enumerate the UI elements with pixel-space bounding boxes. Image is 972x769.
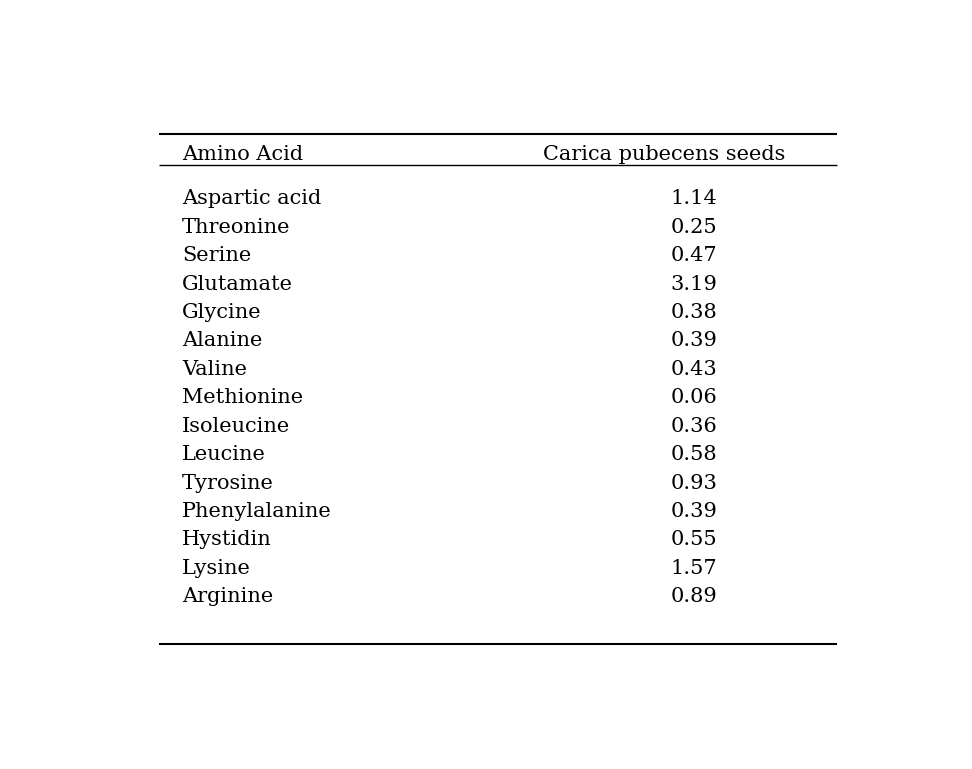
Text: Methionine: Methionine — [182, 388, 303, 408]
Text: Glycine: Glycine — [182, 303, 261, 322]
Text: Amino Acid: Amino Acid — [182, 145, 303, 164]
Text: 0.38: 0.38 — [671, 303, 717, 322]
Text: Hystidin: Hystidin — [182, 531, 271, 549]
Text: Leucine: Leucine — [182, 445, 265, 464]
Text: 0.47: 0.47 — [671, 246, 717, 265]
Text: 0.58: 0.58 — [671, 445, 717, 464]
Text: Phenylalanine: Phenylalanine — [182, 502, 331, 521]
Text: Arginine: Arginine — [182, 588, 273, 606]
Text: 0.89: 0.89 — [671, 588, 717, 606]
Text: 0.55: 0.55 — [671, 531, 717, 549]
Text: 0.36: 0.36 — [671, 417, 717, 436]
Text: Alanine: Alanine — [182, 331, 262, 351]
Text: 0.39: 0.39 — [671, 331, 717, 351]
Text: 0.93: 0.93 — [671, 474, 717, 493]
Text: 1.57: 1.57 — [671, 559, 717, 578]
Text: 0.06: 0.06 — [671, 388, 717, 408]
Text: 3.19: 3.19 — [671, 275, 717, 294]
Text: 0.25: 0.25 — [671, 218, 717, 237]
Text: Isoleucine: Isoleucine — [182, 417, 290, 436]
Text: Serine: Serine — [182, 246, 251, 265]
Text: 0.39: 0.39 — [671, 502, 717, 521]
Text: 1.14: 1.14 — [671, 189, 717, 208]
Text: Valine: Valine — [182, 360, 247, 379]
Text: Aspartic acid: Aspartic acid — [182, 189, 321, 208]
Text: Carica pubecens seeds: Carica pubecens seeds — [542, 145, 785, 164]
Text: Tyrosine: Tyrosine — [182, 474, 274, 493]
Text: Lysine: Lysine — [182, 559, 251, 578]
Text: Threonine: Threonine — [182, 218, 291, 237]
Text: 0.43: 0.43 — [671, 360, 717, 379]
Text: Glutamate: Glutamate — [182, 275, 293, 294]
